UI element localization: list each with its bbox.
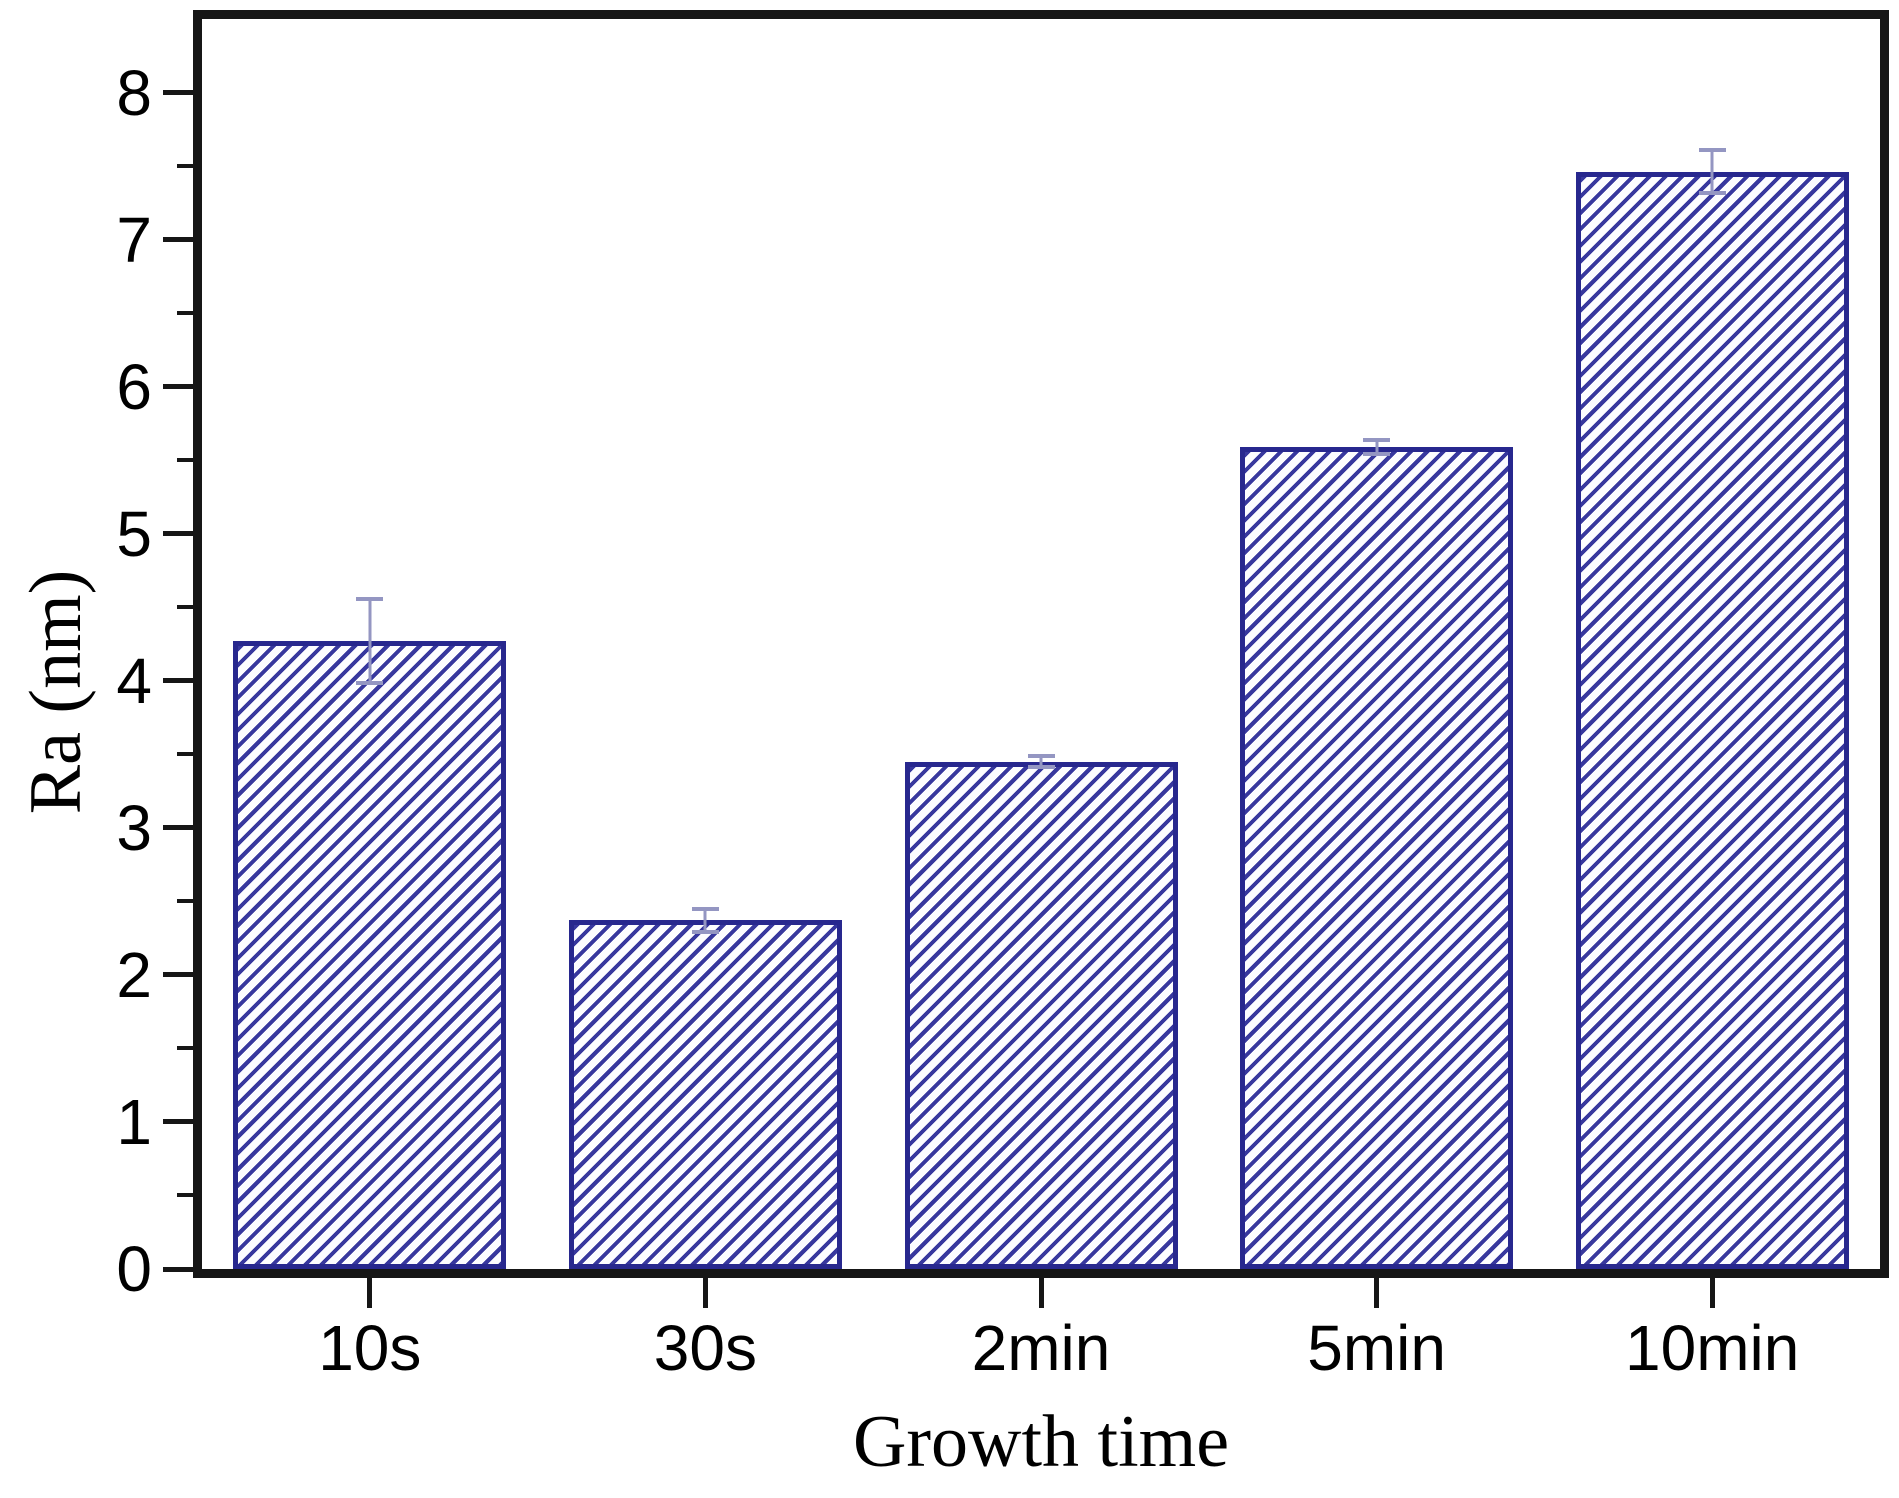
plot-inner-area — [202, 19, 1880, 1269]
y-major-tick-5 — [163, 531, 193, 537]
y-major-tick-1 — [163, 1119, 193, 1125]
error-bar-bottom-cap — [1027, 765, 1055, 769]
bar-10s — [233, 641, 507, 1269]
bar-2min — [904, 761, 1178, 1269]
y-major-tick-6 — [163, 384, 193, 390]
y-tick-label-3: 3 — [116, 791, 152, 864]
x-tick-2min — [1038, 1278, 1044, 1308]
y-minor-tick-3.5 — [177, 752, 193, 757]
x-tick-label-30s: 30s — [653, 1312, 757, 1384]
error-bar-line — [703, 907, 707, 934]
plot-area — [193, 10, 1889, 1278]
x-tick-label-5min: 5min — [1307, 1312, 1446, 1384]
y-tick-label-4: 4 — [116, 644, 152, 717]
y-minor-tick-1.5 — [177, 1046, 193, 1051]
x-axis-title: Growth time — [852, 1401, 1230, 1483]
error-bar-top-cap — [1027, 754, 1055, 759]
x-tick-30s — [702, 1278, 708, 1308]
error-bar-line — [1710, 148, 1714, 196]
error-bar-top-cap — [1698, 148, 1726, 153]
error-bar-10s — [356, 596, 384, 686]
y-minor-tick-2.5 — [177, 899, 193, 904]
y-tick-label-0: 0 — [116, 1233, 152, 1305]
x-tick-5min — [1374, 1278, 1380, 1308]
y-tick-label-7: 7 — [116, 203, 152, 276]
y-minor-tick-7.5 — [177, 164, 193, 169]
error-bar-line — [1039, 754, 1043, 769]
error-bar-top-cap — [691, 907, 719, 912]
x-tick-label-10min: 10min — [1625, 1312, 1800, 1384]
y-major-tick-0 — [163, 1266, 193, 1272]
error-bar-top-cap — [356, 596, 384, 601]
error-bar-5min — [1363, 438, 1391, 456]
y-major-tick-3 — [163, 825, 193, 831]
bar-10min — [1575, 171, 1849, 1269]
error-bar-bottom-cap — [1363, 451, 1391, 456]
x-tick-label-2min: 2min — [971, 1312, 1111, 1384]
y-minor-tick-0.5 — [177, 1193, 193, 1198]
x-tick-label-10s: 10s — [318, 1312, 422, 1384]
y-tick-label-8: 8 — [116, 56, 152, 129]
y-major-tick-4 — [163, 678, 193, 684]
y-minor-tick-5.5 — [177, 458, 193, 463]
error-bar-bottom-cap — [1698, 191, 1726, 196]
y-axis-title: Ra (nm) — [15, 569, 97, 815]
error-bar-bottom-cap — [356, 681, 384, 686]
y-major-tick-2 — [163, 972, 193, 978]
x-tick-10min — [1709, 1278, 1715, 1308]
y-minor-tick-4.5 — [177, 605, 193, 610]
error-bar-line — [1375, 438, 1379, 456]
error-bar-10min — [1698, 148, 1726, 196]
y-tick-label-5: 5 — [116, 497, 152, 570]
error-bar-2min — [1027, 754, 1055, 769]
y-tick-label-6: 6 — [116, 350, 152, 423]
bar-30s — [568, 920, 842, 1269]
y-major-tick-7 — [163, 237, 193, 243]
y-tick-label-2: 2 — [116, 938, 152, 1011]
error-bar-30s — [691, 907, 719, 934]
y-tick-label-1: 1 — [116, 1085, 152, 1158]
y-major-tick-8 — [163, 90, 193, 96]
error-bar-bottom-cap — [691, 929, 719, 934]
y-minor-tick-6.5 — [177, 311, 193, 316]
bar-5min — [1240, 446, 1514, 1269]
error-bar-top-cap — [1363, 438, 1391, 443]
x-tick-10s — [367, 1278, 373, 1308]
error-bar-line — [368, 596, 372, 686]
